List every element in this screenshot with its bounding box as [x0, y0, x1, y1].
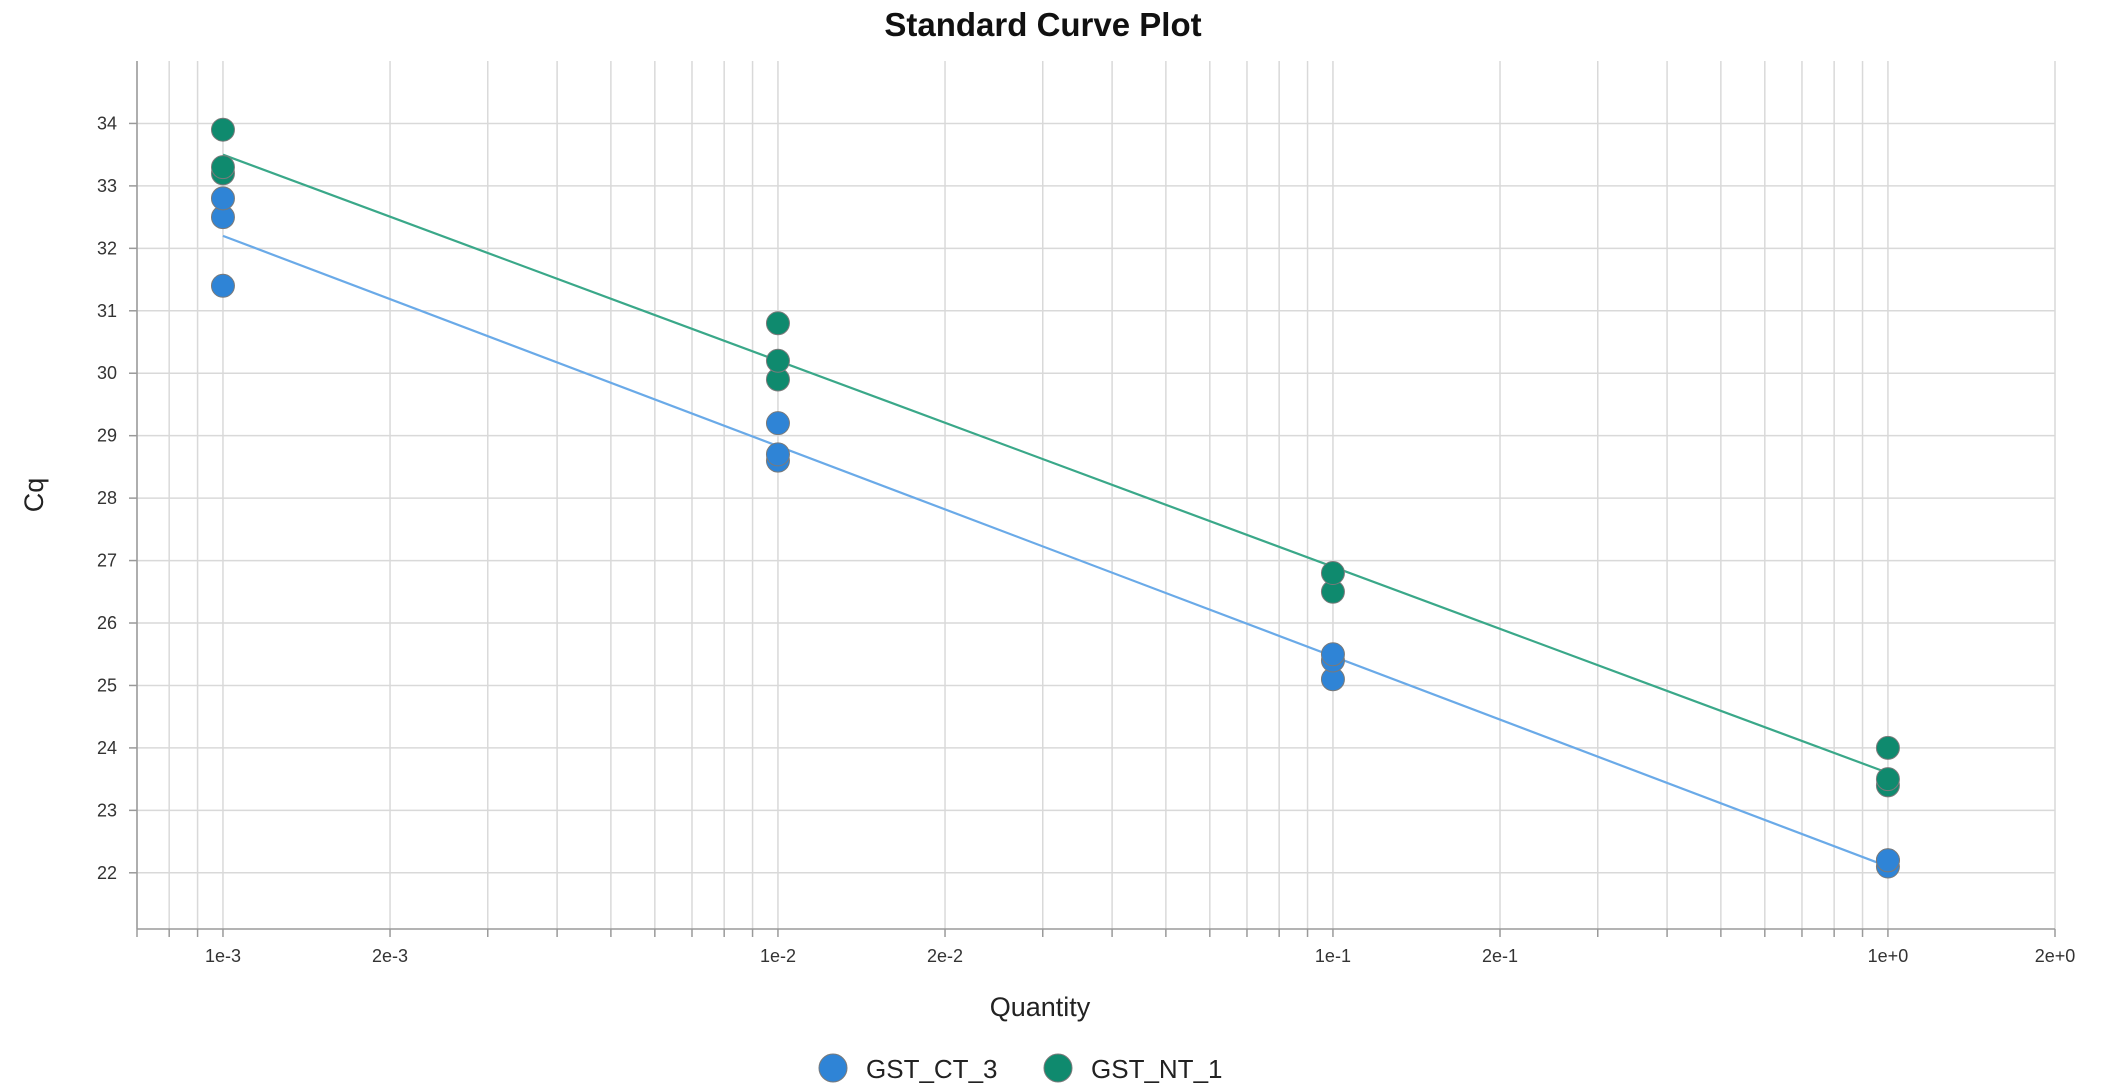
y-tick-label: 23: [97, 800, 117, 820]
y-tick-label: 25: [97, 675, 117, 695]
legend-label-gst-ct-3: GST_CT_3: [866, 1054, 998, 1084]
data-point-gst-nt-1: [1875, 735, 1900, 760]
legend-marker-gst-nt-1: [1043, 1053, 1073, 1083]
y-axis-label: Cq: [19, 478, 49, 513]
data-point-gst-ct-3: [210, 273, 235, 298]
x-tick-label: 1e-2: [760, 946, 796, 966]
legend-item-gst-ct-3[interactable]: GST_CT_3: [818, 1053, 998, 1084]
x-tick-label: 2e-3: [372, 946, 408, 966]
x-tick-label: 1e+0: [1868, 946, 1909, 966]
data-points: [210, 117, 1900, 879]
data-point-gst-ct-3: [765, 442, 790, 467]
y-tick-label: 28: [97, 488, 117, 508]
y-tick-label: 29: [97, 426, 117, 446]
data-point-gst-ct-3: [765, 411, 790, 436]
data-point-gst-nt-1: [1320, 561, 1345, 586]
data-point-gst-nt-1: [765, 348, 790, 373]
data-point-gst-ct-3: [1875, 848, 1900, 873]
fit-line-gst-nt-1: [222, 153, 1889, 774]
x-axis-label: Quantity: [990, 992, 1091, 1022]
legend-item-gst-nt-1[interactable]: GST_NT_1: [1043, 1053, 1223, 1084]
y-tick-label: 30: [97, 363, 117, 383]
tick-labels: 22 23 24 25 26 27 28 29 30 31 32 33 34 1e-3 2e-3 1e-2 2e…: [97, 113, 2075, 966]
data-point-gst-ct-3: [210, 186, 235, 211]
y-tick-label: 26: [97, 613, 117, 633]
x-tick-label: 1e-3: [205, 946, 241, 966]
x-tick-label: 2e-2: [927, 946, 963, 966]
x-tick-label: 2e+0: [2035, 946, 2076, 966]
data-point-gst-nt-1: [210, 155, 235, 180]
fit-line-gst-ct-3: [222, 234, 1889, 868]
y-tick-label: 32: [97, 238, 117, 258]
data-point-gst-nt-1: [210, 117, 235, 142]
data-point-gst-nt-1: [765, 311, 790, 336]
x-tick-label: 2e-1: [1482, 946, 1518, 966]
y-tick-label: 33: [97, 176, 117, 196]
legend-marker-gst-ct-3: [818, 1053, 848, 1083]
legend-label-gst-nt-1: GST_NT_1: [1091, 1054, 1223, 1084]
axes: [136, 61, 2055, 930]
y-tick-label: 31: [97, 301, 117, 321]
data-point-gst-ct-3: [1320, 642, 1345, 667]
fit-lines: [222, 153, 1889, 868]
legend: GST_CT_3 GST_NT_1: [818, 1053, 1223, 1084]
y-tick-label: 22: [97, 863, 117, 883]
x-tick-label: 1e-1: [1315, 946, 1351, 966]
chart-title: Standard Curve Plot: [884, 6, 1201, 43]
grid: [136, 61, 2056, 929]
y-tick-label: 34: [97, 113, 117, 133]
y-tick-label: 27: [97, 551, 117, 571]
y-tick-label: 24: [97, 738, 117, 758]
data-point-gst-nt-1: [1875, 767, 1900, 792]
